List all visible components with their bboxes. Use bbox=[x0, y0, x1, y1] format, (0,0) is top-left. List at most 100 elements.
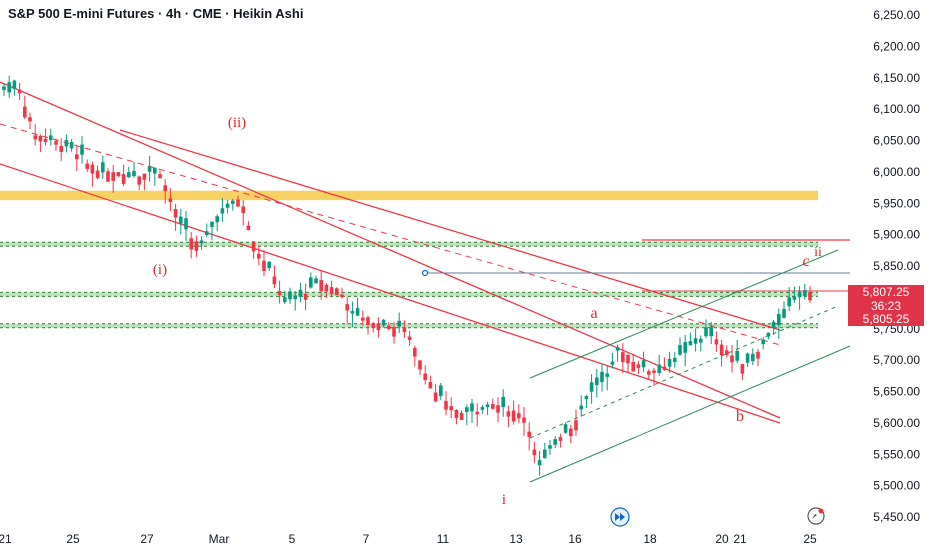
candle-body bbox=[569, 428, 573, 437]
candle-body bbox=[777, 313, 781, 326]
wave-label: b bbox=[736, 408, 744, 425]
candle-body bbox=[693, 338, 698, 344]
candle-body bbox=[709, 326, 713, 337]
candle-body bbox=[459, 412, 464, 421]
candle-body bbox=[808, 291, 812, 301]
candle-body bbox=[558, 436, 563, 441]
y-tick-label: 5,850.00 bbox=[873, 259, 920, 273]
candle-body bbox=[309, 277, 313, 288]
y-tick-label: 5,500.00 bbox=[873, 479, 920, 493]
candle-body bbox=[449, 406, 453, 411]
candle-body bbox=[376, 323, 381, 331]
wave-labels-layer: (ii) (i) i a b cii bbox=[153, 115, 822, 508]
replay-icon[interactable] bbox=[806, 506, 826, 526]
candle-body bbox=[756, 351, 760, 359]
candle-body bbox=[64, 140, 69, 147]
candle-body bbox=[522, 417, 526, 423]
candle-body bbox=[75, 154, 79, 160]
candle-body bbox=[433, 392, 438, 402]
candle-body bbox=[782, 308, 786, 318]
candle-body bbox=[49, 135, 53, 141]
candle-body bbox=[787, 297, 791, 307]
candle-body bbox=[189, 238, 193, 250]
candle-body bbox=[563, 424, 568, 433]
x-tick-label: 18 bbox=[643, 532, 657, 546]
zone-support-green-1 bbox=[0, 242, 818, 247]
candle-body bbox=[283, 297, 287, 303]
y-tick-label: 5,950.00 bbox=[873, 196, 920, 210]
candle-body bbox=[704, 327, 708, 337]
candle-body bbox=[28, 117, 32, 122]
candle-body bbox=[751, 353, 755, 362]
candle-body bbox=[803, 290, 807, 297]
downtrend-lower bbox=[0, 81, 781, 419]
candle-body bbox=[485, 404, 490, 408]
candle-body bbox=[43, 138, 48, 143]
zone-support-green-3 bbox=[0, 323, 818, 328]
zones-layer bbox=[0, 190, 818, 329]
candle-body bbox=[80, 144, 84, 155]
candle-body bbox=[335, 288, 339, 296]
candle-body bbox=[153, 167, 157, 174]
candle-body bbox=[314, 278, 318, 284]
candle-body bbox=[657, 364, 661, 373]
current-price-tag: 5,807.25 36:23 bbox=[848, 285, 924, 313]
y-tick-label: 5,900.00 bbox=[873, 228, 920, 242]
candle-body bbox=[54, 141, 58, 145]
x-tick-label: 25 bbox=[803, 532, 817, 546]
x-axis: 21 25 27 Mar 5 7 11 13 16 18 20 21 25 bbox=[0, 532, 817, 546]
candle-body bbox=[418, 360, 422, 370]
wave-label: c bbox=[802, 253, 809, 270]
candle-body bbox=[220, 208, 225, 214]
candle-body bbox=[236, 199, 240, 207]
candle-body bbox=[439, 385, 443, 397]
candle-body bbox=[797, 291, 802, 298]
candle-body bbox=[184, 218, 188, 230]
candle-body bbox=[173, 209, 178, 218]
candle-body bbox=[413, 347, 417, 357]
candle-body bbox=[355, 308, 360, 316]
candle-body bbox=[735, 350, 739, 361]
candle-body bbox=[517, 413, 521, 419]
candle-body bbox=[324, 284, 329, 292]
candle-body bbox=[730, 355, 734, 363]
candle-body bbox=[194, 241, 199, 251]
candle-body bbox=[402, 327, 407, 332]
candle-body bbox=[761, 339, 765, 345]
candle-body bbox=[553, 439, 557, 445]
y-tick-label: 6,050.00 bbox=[873, 134, 920, 148]
candle-body bbox=[792, 296, 797, 300]
second-price-tag: 5,805.25 bbox=[848, 312, 924, 326]
candle-body bbox=[480, 407, 485, 410]
candle-body bbox=[95, 170, 100, 179]
candle-body bbox=[714, 339, 719, 345]
candle-body bbox=[90, 164, 95, 174]
candle-body bbox=[491, 403, 495, 409]
wave-label: a bbox=[590, 305, 597, 322]
candle-body bbox=[179, 216, 183, 224]
candle-body bbox=[371, 323, 375, 328]
trendlines-layer bbox=[0, 81, 851, 483]
wave-label: (i) bbox=[153, 262, 167, 278]
candle-body bbox=[397, 320, 401, 327]
candle-body bbox=[454, 410, 459, 419]
y-tick-label: 6,000.00 bbox=[873, 165, 920, 179]
candle-body bbox=[251, 241, 256, 252]
candle-body bbox=[667, 359, 672, 367]
candle-body bbox=[615, 347, 620, 351]
candle-body bbox=[17, 89, 22, 94]
candle-body bbox=[636, 364, 641, 368]
y-tick-label: 6,200.00 bbox=[873, 39, 920, 53]
candle-body bbox=[350, 311, 355, 314]
x-tick-label: 20 bbox=[715, 532, 729, 546]
x-tick-label: 27 bbox=[140, 532, 154, 546]
fast-forward-icon[interactable] bbox=[610, 507, 630, 527]
downtrend-upper bbox=[119, 129, 781, 331]
y-tick-label: 6,100.00 bbox=[873, 102, 920, 116]
candle-body bbox=[683, 342, 687, 353]
x-tick-label: 25 bbox=[66, 532, 80, 546]
candle-body bbox=[387, 325, 391, 330]
y-tick-label: 6,150.00 bbox=[873, 71, 920, 85]
candle-body bbox=[766, 332, 771, 337]
